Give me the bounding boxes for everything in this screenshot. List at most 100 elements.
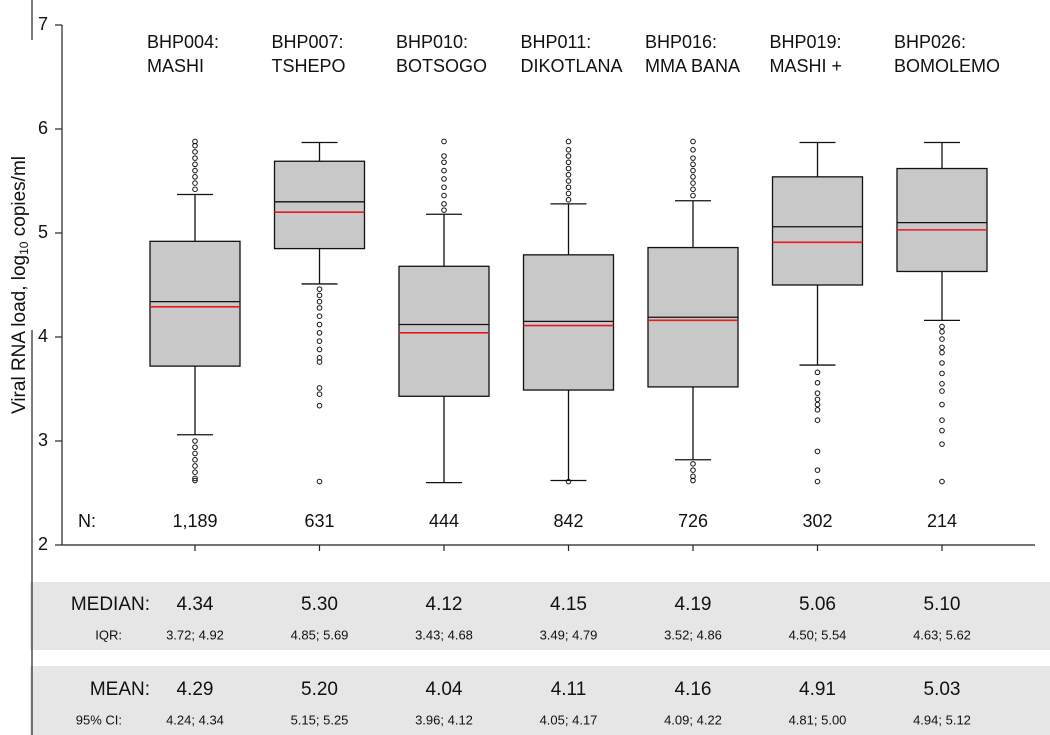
outlier — [441, 153, 447, 159]
outlier — [939, 344, 945, 351]
outlier — [192, 477, 198, 484]
outlier — [192, 149, 198, 155]
table-heading: MEAN: — [90, 679, 150, 700]
outlier — [316, 286, 323, 292]
median-label: 5.06 — [799, 594, 836, 615]
box — [149, 240, 241, 367]
outlier — [316, 359, 323, 365]
outlier — [192, 186, 198, 193]
count-label: 1,189 — [172, 511, 217, 531]
outlier — [939, 388, 945, 394]
ci-label: 4.81; 5.00 — [789, 712, 847, 727]
outlier — [565, 147, 572, 153]
outlier — [441, 159, 447, 166]
mean-label: 4.16 — [675, 679, 712, 700]
y-tick-label: 4 — [38, 326, 48, 346]
outlier — [690, 467, 696, 473]
count-label: 214 — [927, 511, 957, 531]
category-label: BHP019: — [770, 32, 842, 52]
iqr-label: 3.52; 4.86 — [664, 627, 722, 642]
outlier — [316, 391, 323, 398]
outlier — [690, 161, 696, 168]
outlier — [939, 401, 945, 408]
outlier — [939, 417, 945, 424]
iqr-label: 3.43; 4.68 — [415, 627, 473, 642]
y-tick-label: 6 — [38, 118, 48, 138]
outlier — [441, 138, 447, 145]
iqr-label: 4.50; 5.54 — [789, 627, 847, 642]
median-label: 4.15 — [550, 594, 587, 615]
outlier — [690, 138, 696, 145]
iqr-label: 4.63; 5.62 — [913, 627, 971, 642]
outlier — [441, 176, 447, 182]
iqr-label: 4.85; 5.69 — [291, 627, 349, 642]
outlier — [690, 180, 696, 186]
outlier — [192, 180, 198, 186]
outlier — [316, 346, 323, 353]
outlier — [565, 178, 572, 184]
outlier — [441, 207, 447, 213]
y-axis-label: Viral RNA load, log10 copies/ml — [9, 156, 31, 414]
outlier — [814, 448, 821, 455]
category-label: TSHEPO — [272, 56, 346, 76]
table-heading: MEDIAN: — [71, 594, 150, 615]
outlier — [316, 402, 323, 409]
ci-label: 4.05; 4.17 — [540, 712, 598, 727]
iqr-label: 3.49; 4.79 — [540, 627, 598, 642]
category-label: DIKOTLANA — [521, 56, 623, 76]
y-tick-label: 7 — [38, 14, 48, 34]
category-label: MMA BANA — [645, 56, 740, 76]
outlier — [192, 138, 198, 145]
ci-label: 4.94; 5.12 — [913, 712, 971, 727]
box — [522, 254, 615, 391]
outlier — [814, 379, 821, 386]
outlier — [192, 469, 198, 476]
outlier — [814, 478, 821, 485]
mean-label: 4.04 — [426, 679, 463, 700]
category-label: MASHI + — [770, 56, 843, 76]
table-heading: IQR: — [95, 627, 122, 642]
box — [771, 176, 864, 286]
outlier — [565, 138, 572, 145]
outlier — [441, 201, 447, 207]
outlier — [316, 321, 323, 328]
outlier — [316, 385, 323, 391]
median-label: 4.34 — [177, 594, 214, 615]
table-band — [30, 666, 1050, 735]
mean-label: 4.11 — [551, 679, 587, 700]
outlier — [565, 171, 572, 178]
outlier — [316, 478, 323, 485]
outlier — [814, 401, 821, 408]
box — [273, 160, 366, 250]
mean-label: 5.03 — [924, 679, 961, 700]
outlier — [690, 192, 696, 199]
mean-label: 4.91 — [799, 679, 836, 700]
outlier — [565, 190, 572, 197]
outlier — [441, 192, 447, 199]
outlier — [565, 184, 572, 191]
median-label: 4.19 — [675, 594, 712, 615]
outlier — [192, 456, 198, 463]
outlier — [316, 338, 323, 344]
count-label: 444 — [429, 511, 459, 531]
outlier — [316, 313, 323, 320]
outlier — [192, 463, 198, 469]
category-label: BOTSOGO — [396, 56, 487, 76]
count-label: 726 — [678, 511, 708, 531]
outlier — [192, 475, 198, 482]
outlier — [814, 467, 821, 473]
outlier — [939, 329, 945, 335]
outlier — [939, 381, 945, 387]
outlier — [192, 174, 198, 180]
outlier — [814, 369, 821, 376]
y-tick-label: 2 — [38, 534, 48, 554]
outlier — [316, 292, 323, 299]
outlier — [939, 370, 945, 377]
outlier — [690, 174, 696, 180]
outlier — [814, 407, 821, 413]
mean-label: 4.29 — [177, 679, 214, 700]
category-label: BHP010: — [396, 32, 468, 52]
outlier — [939, 336, 945, 342]
outlier — [939, 323, 945, 330]
